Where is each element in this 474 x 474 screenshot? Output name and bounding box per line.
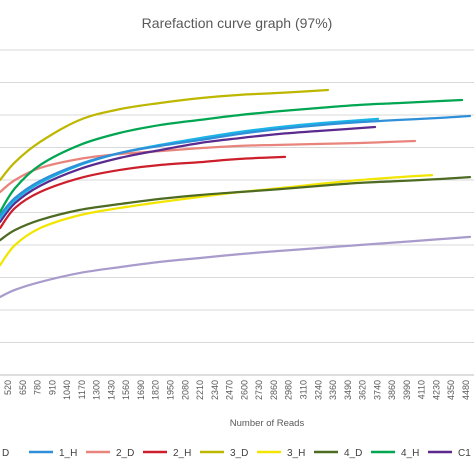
x-tick-label: 3990 bbox=[402, 380, 412, 400]
legend-label: 3_D bbox=[230, 448, 248, 459]
x-tick-labels: 520 650 780 910 1040 1170 1300 1430 1560 1690 1820… bbox=[3, 380, 471, 400]
chart-title: Rarefaction curve graph (97%) bbox=[142, 15, 333, 31]
gridlines bbox=[0, 49, 474, 343]
x-tick-label: 3620 bbox=[358, 380, 368, 400]
legend-item: D bbox=[2, 448, 9, 459]
series-line-3_D bbox=[0, 88, 330, 182]
x-tick-label: 4350 bbox=[446, 380, 456, 400]
x-tick-label: 3240 bbox=[313, 380, 323, 400]
series-line-4_D bbox=[0, 175, 472, 242]
series-line-unlabeled-1 bbox=[0, 235, 472, 299]
x-tick-label: 1040 bbox=[62, 380, 72, 400]
x-tick-label: 1430 bbox=[106, 380, 116, 400]
legend-label: C1 bbox=[458, 448, 471, 459]
legend-label: 2_H bbox=[173, 448, 191, 459]
x-tick-label: 2600 bbox=[239, 380, 249, 400]
x-tick-label: 1950 bbox=[166, 380, 176, 400]
x-tick-label: 4110 bbox=[417, 380, 427, 399]
x-tick-label: 2210 bbox=[195, 380, 205, 400]
x-tick-label: 3490 bbox=[343, 380, 353, 400]
legend-label: D bbox=[2, 448, 9, 459]
legend-item: 1_H bbox=[29, 448, 77, 459]
legend-item: C1 bbox=[428, 448, 471, 459]
x-tick-label: 780 bbox=[33, 380, 43, 395]
series-line-4_H bbox=[0, 98, 464, 213]
x-tick-label: 2340 bbox=[210, 380, 220, 400]
x-tick-label: 2860 bbox=[269, 380, 279, 400]
legend-item: 3_D bbox=[200, 448, 248, 459]
series-line-3_H bbox=[0, 174, 434, 267]
x-tick-label: 1820 bbox=[151, 380, 161, 400]
legend-item: 2_H bbox=[143, 448, 191, 459]
legend-item: 4_D bbox=[314, 448, 362, 459]
x-tick-label: 3110 bbox=[298, 380, 308, 399]
x-tick-label: 1690 bbox=[136, 380, 146, 400]
x-axis-title: Number of Reads bbox=[230, 418, 305, 429]
series-line-2_H bbox=[0, 155, 287, 230]
x-tick-label: 1300 bbox=[92, 380, 102, 400]
legend-label: 4_D bbox=[344, 448, 362, 459]
legend-label: 1_H bbox=[59, 448, 77, 459]
x-tick-label: 3740 bbox=[372, 380, 382, 400]
legend-label: 4_H bbox=[401, 448, 419, 459]
legend-item: 2_D bbox=[86, 448, 134, 459]
legend-item: 3_H bbox=[257, 448, 305, 459]
x-tick-label: 1170 bbox=[77, 380, 87, 399]
x-tick-label: 4230 bbox=[431, 380, 441, 400]
x-tick-label: 2730 bbox=[254, 380, 264, 400]
series-line-2_D bbox=[0, 139, 417, 194]
x-tick-label: 1560 bbox=[121, 380, 131, 400]
series-line-1_H bbox=[0, 114, 472, 217]
legend: D 1_H 2_D 2_H 3_D 3_H 4_D 4_H C1 bbox=[2, 448, 471, 459]
x-tick-label: 650 bbox=[18, 380, 28, 395]
series-line-C1 bbox=[0, 125, 377, 224]
x-tick-label: 520 bbox=[3, 380, 13, 395]
x-tick-label: 2080 bbox=[180, 380, 190, 400]
legend-label: 2_D bbox=[116, 448, 134, 459]
x-tick-label: 3860 bbox=[387, 380, 397, 400]
x-tick-label: 2980 bbox=[284, 380, 294, 400]
legend-item: 4_H bbox=[371, 448, 419, 459]
series-lines bbox=[0, 88, 472, 299]
x-tick-label: 910 bbox=[47, 380, 57, 395]
legend-label: 3_H bbox=[287, 448, 305, 459]
x-tick-label: 2470 bbox=[225, 380, 235, 400]
x-tick-label: 3360 bbox=[328, 380, 338, 400]
x-tick-label: 4480 bbox=[461, 380, 471, 400]
